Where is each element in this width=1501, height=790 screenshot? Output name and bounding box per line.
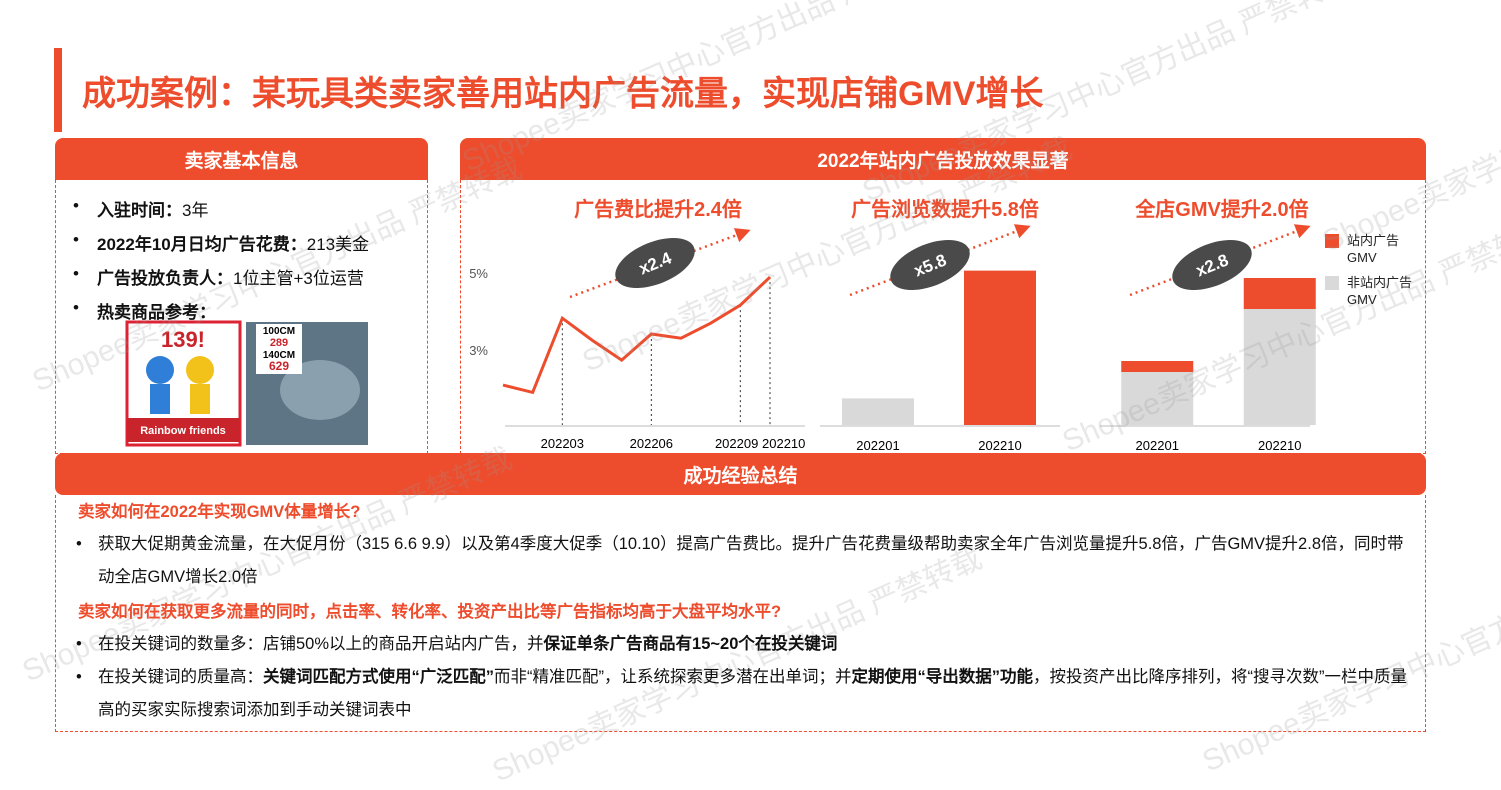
bar-segment <box>1121 372 1194 425</box>
bar <box>964 270 1036 425</box>
x-tick-label: 202210 <box>762 436 805 451</box>
y-tick-label: 5% <box>469 266 488 281</box>
chart-title: 广告浏览数提升5.8倍 <box>851 197 1039 221</box>
annotation-bubble <box>615 237 695 289</box>
info-value: 3年 <box>182 201 209 220</box>
product-text: 139! <box>161 327 205 352</box>
info-label: 广告投放负责人： <box>97 269 233 288</box>
bullet-text: 在投关键词的质量高： <box>98 668 263 686</box>
trend-arrow <box>1129 224 1311 297</box>
legend-label: 站内广告GMV <box>1347 233 1400 265</box>
toy <box>150 384 170 414</box>
toy <box>186 356 214 384</box>
annotation-bubble <box>890 239 970 291</box>
title: 成功案例：某玩具类卖家善用站内广告流量，实现店铺GMV增长 <box>82 75 1044 113</box>
trend-arrow <box>569 228 751 299</box>
product-text: 100CM <box>263 326 295 337</box>
title-bar <box>54 48 62 132</box>
line <box>502 275 772 395</box>
annotation-bubble <box>1172 239 1252 291</box>
bar-segment <box>1243 309 1316 425</box>
bar <box>842 398 914 425</box>
x-tick-label: 202209 <box>715 436 758 451</box>
product-band <box>127 418 240 442</box>
seller-header: 卖家基本信息 <box>55 138 428 180</box>
info-label: 入驻时间： <box>97 201 182 220</box>
results-header: 2022年站内广告投放效果显著 <box>460 138 1426 180</box>
product-text: Rainbow friends <box>140 425 226 437</box>
info-item: 热卖商品参考： <box>73 298 216 323</box>
page: {"title":"成功案例：某玩具类卖家善用站内广告流量，实现店铺GMV增长"… <box>0 0 1501 738</box>
toy <box>190 384 210 414</box>
toy <box>146 356 174 384</box>
info-value: 1位主管+3位运营 <box>233 269 364 288</box>
bullet-text: 获取大促期黄金流量，在大促月份（315 6.6 9.9）以及第4季度大促季（10… <box>98 535 1404 586</box>
info-item: 2022年10月日均广告花费：213美金 <box>73 230 370 255</box>
info-label: 2022年10月日均广告花费： <box>97 235 307 254</box>
bar-segment <box>1243 278 1316 309</box>
legend-label: 非站内广告GMV <box>1347 275 1413 307</box>
info-item: 广告投放负责人：1位主管+3位运营 <box>73 264 364 289</box>
bullet-text: 关键词匹配方式使用“广泛匹配” <box>263 668 494 686</box>
info-item: 入驻时间：3年 <box>73 196 209 221</box>
shark <box>280 360 360 420</box>
bullet-text: ，按投资产出比降序排列，将“搜寻次数”一栏中质量高的买家实际搜索词添加到手动关键… <box>98 668 1407 719</box>
summary-header: 成功经验总结 <box>55 453 1426 495</box>
trend-arrow <box>849 224 1031 297</box>
bullet: 在投关键词的数量多：店铺50%以上的商品开启站内广告，并保证单条广告商品有15~… <box>76 628 1408 661</box>
legend-swatch <box>1325 234 1339 248</box>
x-tick-label: 202201 <box>856 438 899 453</box>
product-text: 140CM <box>263 350 295 361</box>
info-label: 热卖商品参考： <box>97 303 216 322</box>
x-tick-label: 202203 <box>541 436 584 451</box>
bullet: 在投关键词的质量高：关键词匹配方式使用“广泛匹配”而非“精准匹配”，让系统探索更… <box>76 661 1408 727</box>
bar-segment <box>1121 361 1194 372</box>
bullet-text: 而非“精准匹配”，让系统探索更多潜在出单词；并 <box>494 668 852 686</box>
chart-title: 全店GMV提升2.0倍 <box>1134 197 1308 221</box>
bullet-text: 在投关键词的数量多：店铺50%以上的商品开启站内广告，并 <box>98 635 544 653</box>
price-tag <box>256 324 302 374</box>
summary-box <box>55 495 1426 732</box>
x-tick-label: 202201 <box>1136 438 1179 453</box>
question: 卖家如何在获取更多流量的同时，点击率、转化率、投资产出比等广告指标均高于大盘平均… <box>78 603 782 621</box>
product-text: 629 <box>269 359 289 373</box>
product-text: 289 <box>270 337 288 349</box>
x-tick-label: 202210 <box>978 438 1021 453</box>
x-tick-label: 202210 <box>1258 438 1301 453</box>
y-tick-label: 3% <box>469 343 488 358</box>
chart-title: 广告费比提升2.4倍 <box>574 197 742 221</box>
bullet: 获取大促期黄金流量，在大促月份（315 6.6 9.9）以及第4季度大促季（10… <box>76 528 1408 594</box>
bullet-text: 定期使用“导出数据”功能 <box>851 668 1034 686</box>
info-value: 213美金 <box>306 235 370 254</box>
question: 卖家如何在2022年实现GMV体量增长? <box>78 503 361 521</box>
bullet-text: 保证单条广告商品有15~20个在投关键词 <box>543 635 838 653</box>
x-tick-label: 202206 <box>630 436 673 451</box>
legend-swatch <box>1325 276 1339 290</box>
